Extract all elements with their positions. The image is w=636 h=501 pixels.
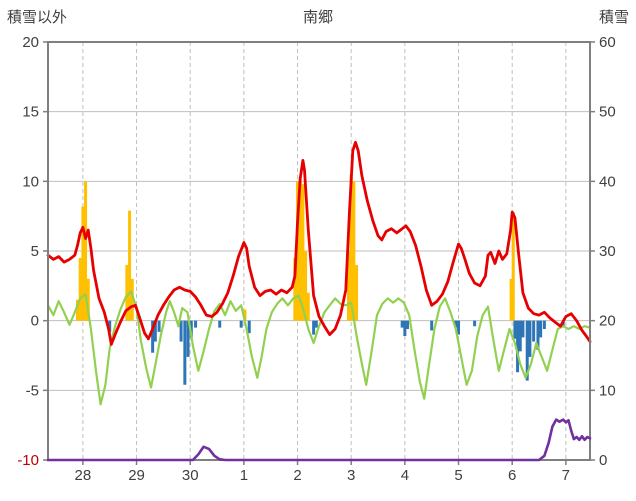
precip-positive-bars-bar (293, 257, 297, 321)
precip-negative-bars-bar (516, 320, 520, 373)
precip-negative-bars-bar (186, 320, 190, 357)
precip-positive-bars-bar (352, 181, 356, 321)
precip-positive-bars-bar (81, 206, 85, 321)
left-axis-title: 積雪以外 (7, 9, 68, 26)
x-axis-label: 30 (182, 467, 199, 484)
precip-positive-bars-bar (301, 184, 305, 321)
precip-negative-bars-bar (312, 320, 316, 335)
precip-positive-bars-bar (130, 278, 134, 321)
precip-negative-bars-bar (153, 320, 157, 342)
precip-negative-bars-bar (247, 320, 251, 334)
precip-positive-bars-bar (86, 278, 90, 321)
precip-positive-bars-bar (76, 299, 80, 321)
left-axis-label: -10 (17, 452, 39, 469)
precip-negative-bars-bar (473, 320, 477, 327)
precip-negative-bars-bar (536, 320, 540, 350)
left-axis-label: 15 (22, 104, 39, 121)
precip-positive-bars-bar (125, 264, 129, 321)
x-axis-label: 28 (75, 467, 92, 484)
precip-negative-bars-bar (314, 320, 318, 328)
precip-positive-bars-bar (304, 251, 308, 321)
x-axis-label: 6 (508, 467, 516, 484)
precip-negative-bars-bar (528, 320, 532, 357)
snow-depth-purple-line (46, 418, 592, 462)
precip-positive-bars-bar (306, 292, 310, 321)
precip-positive-bars-bar (511, 211, 515, 321)
precip-negative-bars-bar (400, 320, 404, 328)
right-axis-label: 30 (599, 243, 616, 260)
precip-negative-bars-bar (218, 320, 222, 328)
temperature-red-line (46, 140, 592, 346)
precip-negative-bars-bar (151, 320, 155, 353)
precip-positive-bars-bar (128, 210, 132, 321)
chart-title: 南郷 (302, 9, 334, 26)
x-axis-label: 5 (454, 467, 462, 484)
x-axis-label: 7 (562, 467, 570, 484)
precip-negative-bars-bar (403, 320, 407, 336)
left-axis-label: 5 (31, 243, 39, 260)
precip-positive-bars-bar (296, 181, 300, 321)
precip-negative-bars-bar (457, 320, 461, 335)
precip-positive-bars-bar (349, 174, 353, 321)
precip-negative-bars-bar (406, 320, 410, 330)
precip-negative-bars-bar (525, 320, 529, 381)
precip-positive-bars-bar (347, 251, 351, 321)
precip-positive-bars-bar (84, 181, 88, 321)
x-axis-label: 4 (401, 467, 409, 484)
x-axis-label: 29 (128, 467, 145, 484)
right-axis-label: 20 (599, 313, 616, 330)
precip-negative-bars-bar (108, 320, 112, 332)
precip-negative-bars-bar (194, 320, 198, 328)
precip-positive-bars-bar (78, 257, 82, 321)
right-axis-label: 40 (599, 173, 616, 190)
precip-positive-bars-bar (298, 178, 302, 321)
precip-negative-bars-bar (183, 320, 187, 385)
right-axis-label: 60 (599, 34, 616, 51)
left-axis-label: 0 (31, 313, 39, 330)
precip-positive-bars-bar (243, 309, 247, 321)
x-axis-label: 3 (347, 467, 355, 484)
precip-negative-bars-bar (513, 320, 517, 339)
precip-negative-bars-bar (542, 320, 546, 330)
left-axis-label: -5 (26, 382, 39, 399)
left-axis-label: 20 (22, 34, 39, 51)
precip-negative-bars-bar (454, 320, 458, 328)
precip-negative-bars-bar (179, 320, 183, 342)
precip-negative-bars-bar (239, 320, 243, 328)
right-axis-label: 50 (599, 104, 616, 121)
precip-negative-bars-bar (157, 320, 161, 332)
precip-positive-bars-bar (509, 278, 513, 321)
precip-positive-bars-bar (355, 264, 359, 321)
x-axis-label: 2 (293, 467, 301, 484)
x-axis-label: 1 (240, 467, 248, 484)
right-axis-title: 積雪 (598, 9, 629, 26)
green-line (46, 290, 592, 406)
right-axis-label: 10 (599, 382, 616, 399)
precip-negative-bars-bar (521, 320, 525, 338)
right-axis-label: 0 (599, 452, 607, 469)
left-axis-label: 10 (22, 173, 39, 190)
precip-negative-bars-bar (430, 320, 434, 331)
precip-negative-bars-bar (532, 320, 536, 342)
precip-negative-bars-bar (518, 320, 522, 352)
precip-negative-bars-bar (539, 320, 543, 338)
